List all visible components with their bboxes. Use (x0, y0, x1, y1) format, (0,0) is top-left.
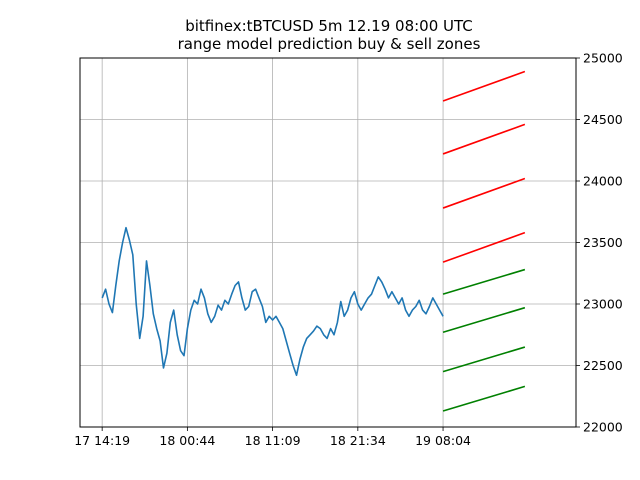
y-axis-ticks: 22000 22500 23000 23500 24000 24500 25000 (576, 51, 623, 435)
chart-title-line1: bitfinex:tBTCUSD 5m 12.19 08:00 UTC (185, 17, 473, 35)
sell-zone-line (442, 177, 526, 209)
x-tick-label: 18 21:34 (330, 433, 386, 448)
x-tick-label: 17 14:19 (74, 433, 130, 448)
sell-zone-line (442, 70, 526, 102)
buy-zone-line (442, 268, 526, 295)
y-tick-label: 23000 (583, 297, 623, 312)
x-axis-ticks: 17 14:19 18 00:44 18 11:09 18 21:34 19 08:04 (74, 427, 471, 448)
y-tick-label: 25000 (583, 51, 623, 66)
x-tick-label: 18 00:44 (159, 433, 215, 448)
buy-zone-line (442, 385, 526, 412)
y-tick-label: 22500 (583, 358, 623, 373)
sell-zone-line (442, 123, 526, 155)
grid (80, 57, 576, 428)
y-tick-label: 24500 (583, 112, 623, 127)
zone-lines (442, 70, 526, 412)
sell-zone-line (442, 231, 526, 263)
buy-zone-line (442, 346, 526, 373)
chart-title-line2: range model prediction buy & sell zones (178, 35, 481, 53)
x-tick-label: 18 11:09 (245, 433, 301, 448)
x-tick-label: 19 08:04 (415, 433, 471, 448)
price-series (101, 226, 444, 377)
buy-zone-line (442, 306, 526, 334)
price-line (101, 226, 444, 377)
y-tick-label: 24000 (583, 174, 623, 189)
y-tick-label: 23500 (583, 235, 623, 250)
y-tick-label: 22000 (583, 420, 623, 435)
